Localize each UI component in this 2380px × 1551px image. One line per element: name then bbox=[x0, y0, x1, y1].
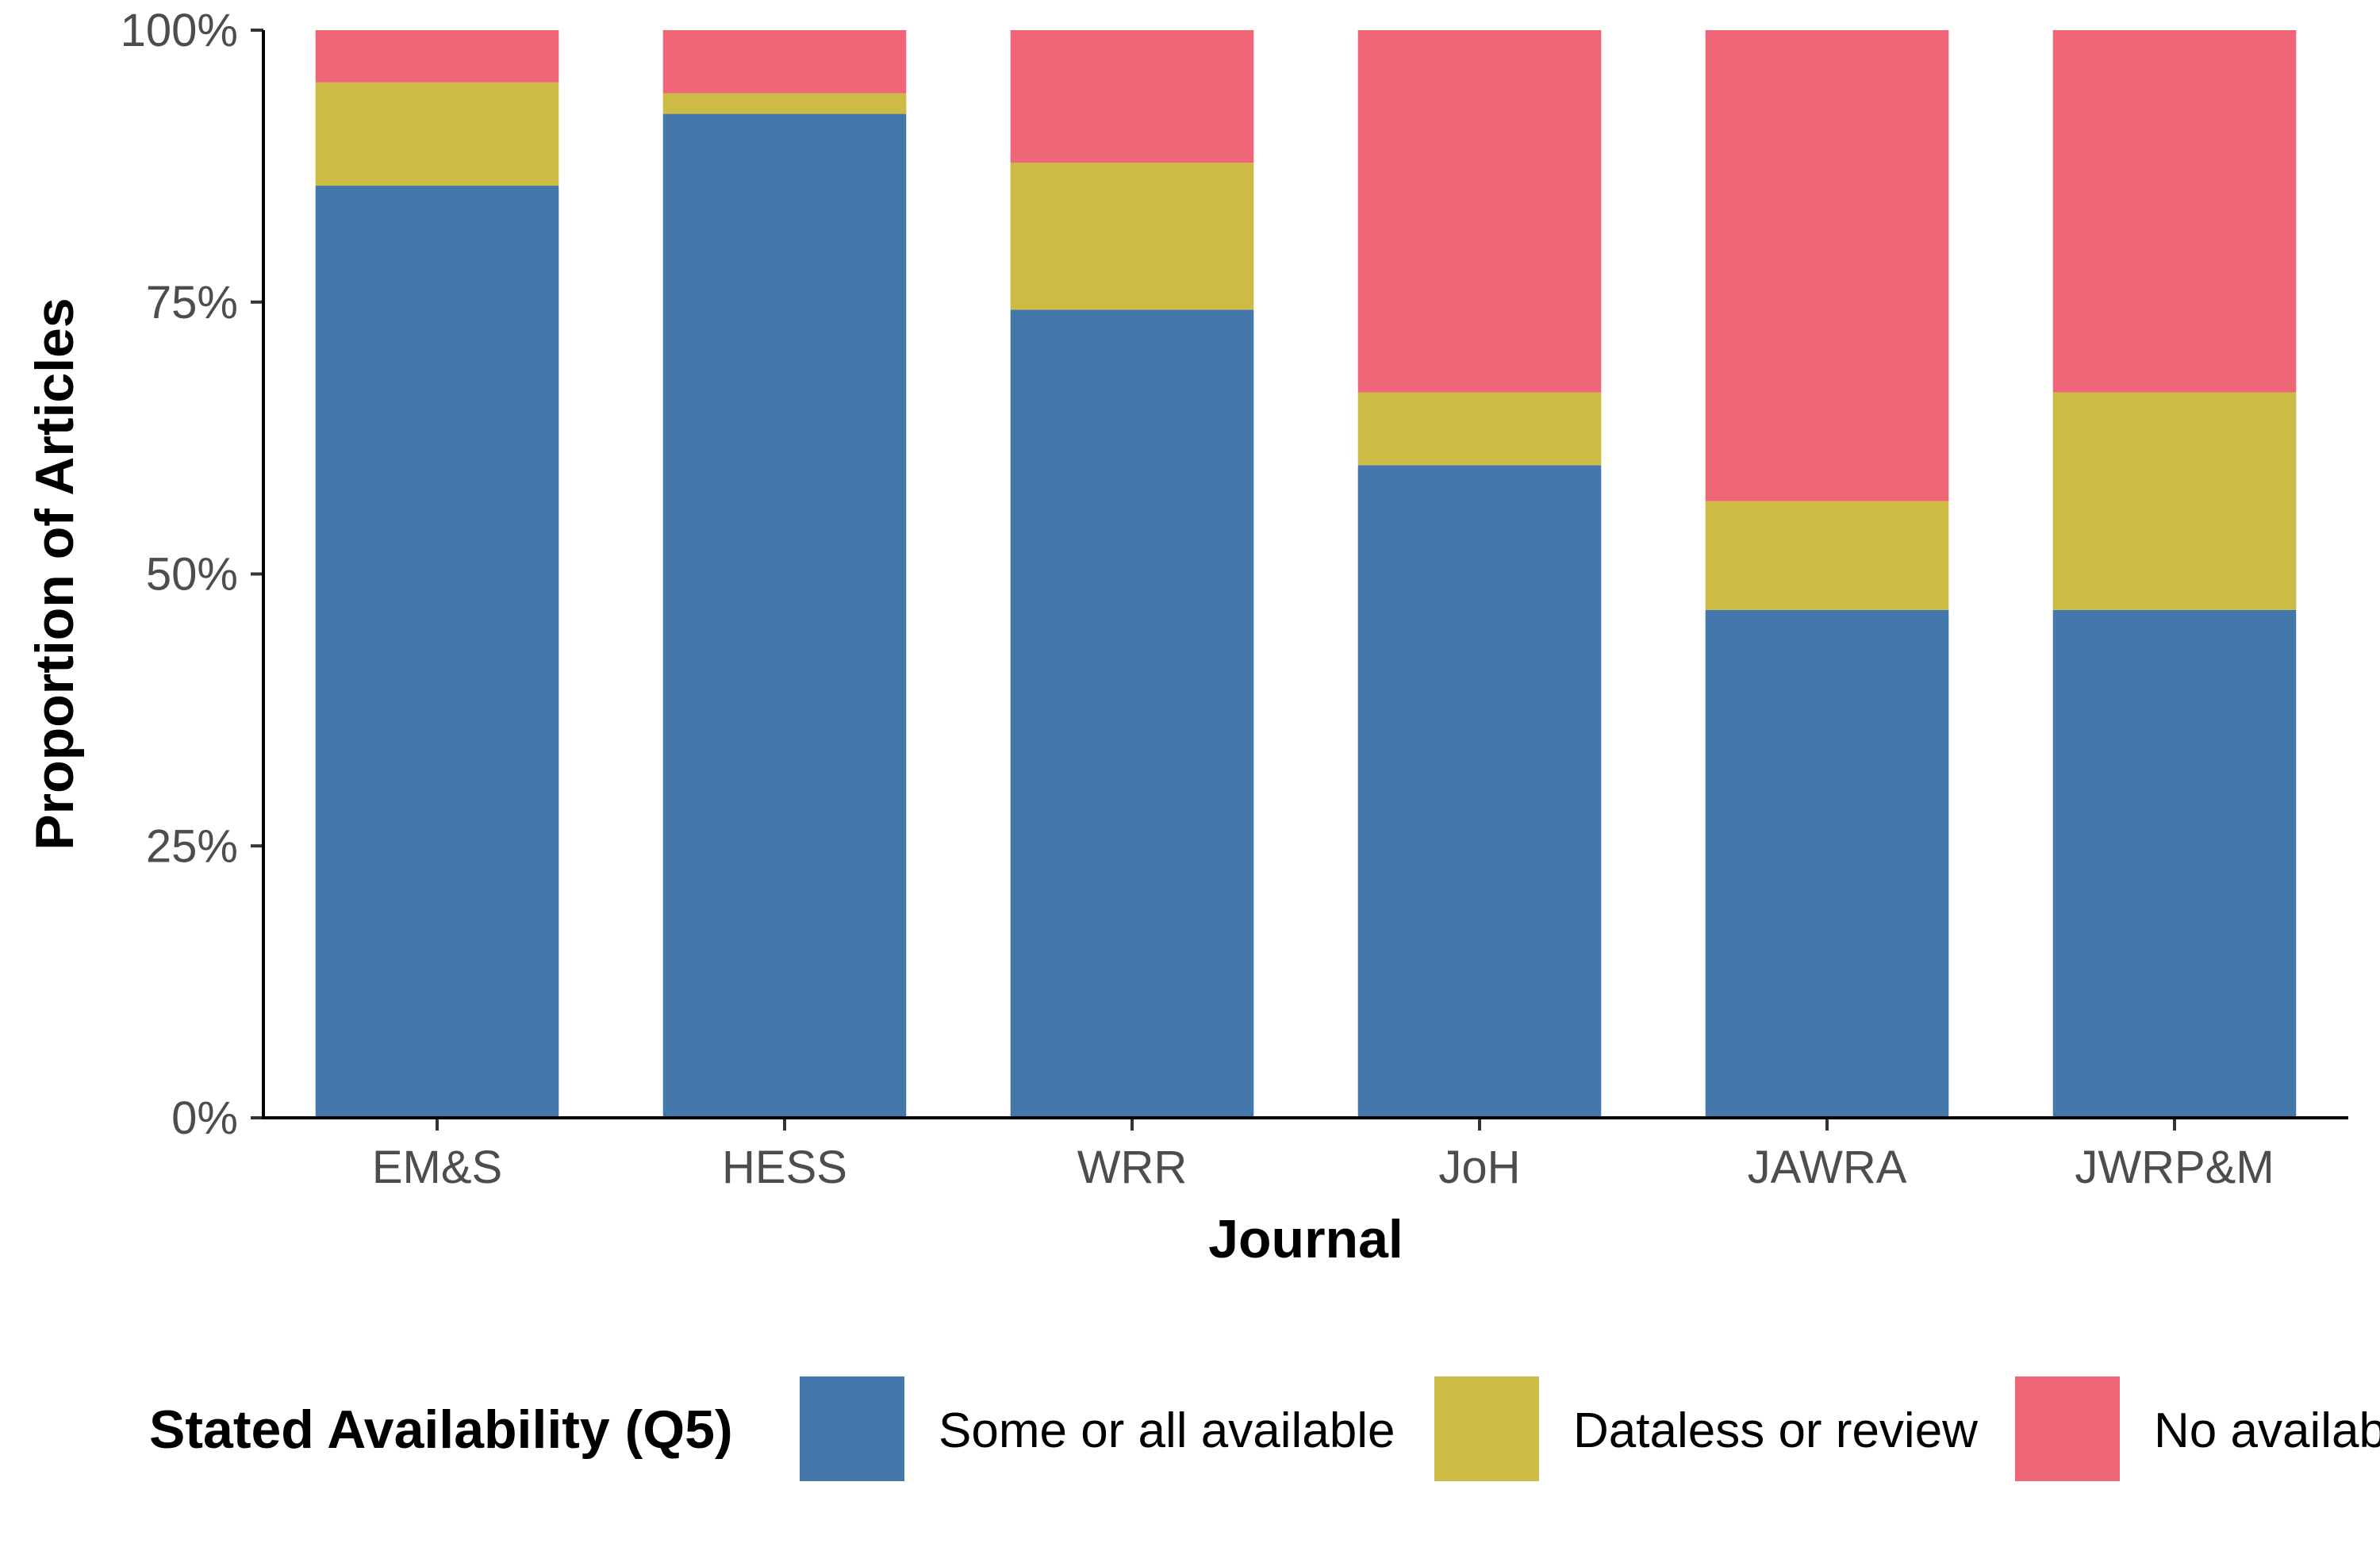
bar-em-s-dataless-or-review bbox=[315, 82, 559, 186]
y-tick-label: 100% bbox=[121, 5, 238, 56]
bar-jawra-some-or-all-available bbox=[1705, 609, 1949, 1118]
bar-em-s-no-availability bbox=[315, 30, 559, 83]
legend-key-no-availability bbox=[2015, 1376, 2120, 1481]
y-tick-label: 75% bbox=[146, 277, 238, 328]
bar-hess-no-availability bbox=[662, 30, 907, 94]
bar-wrr-some-or-all-available bbox=[1010, 309, 1254, 1119]
bar-jwrp-m-no-availability bbox=[2052, 30, 2297, 393]
legend-label-dataless-or-review: Dataless or review bbox=[1573, 1403, 1978, 1458]
x-tick-label: JAWRA bbox=[1748, 1142, 1907, 1193]
bar-jawra-no-availability bbox=[1705, 30, 1949, 501]
bars-group bbox=[315, 30, 2297, 1119]
bar-jawra-dataless-or-review bbox=[1705, 501, 1949, 610]
x-tick-label: JWRP&M bbox=[2075, 1142, 2274, 1193]
legend-key-some-or-all-available bbox=[800, 1376, 904, 1481]
x-tick-label: JoH bbox=[1438, 1142, 1520, 1193]
bar-em-s-some-or-all-available bbox=[315, 186, 559, 1118]
legend-title: Stated Availability (Q5) bbox=[149, 1399, 733, 1460]
bar-joh-no-availability bbox=[1357, 30, 1602, 393]
y-tick-label: 0% bbox=[171, 1092, 238, 1144]
bar-joh-dataless-or-review bbox=[1357, 392, 1602, 466]
bar-jwrp-m-some-or-all-available bbox=[2052, 609, 2297, 1118]
y-tick-label: 25% bbox=[146, 820, 238, 872]
legend-label-no-availability: No availab bbox=[2154, 1403, 2380, 1458]
bar-joh-some-or-all-available bbox=[1357, 465, 1602, 1118]
bar-hess-dataless-or-review bbox=[662, 93, 907, 114]
x-tick-label: WRR bbox=[1077, 1142, 1188, 1193]
bar-jwrp-m-dataless-or-review bbox=[2052, 392, 2297, 610]
legend: Stated Availability (Q5) Some or all ava… bbox=[149, 1376, 2380, 1481]
x-axis-title: Journal bbox=[1208, 1209, 1403, 1269]
axes-group: EM&S HESS WRR JoH JAWRA JWRP&M 0% 25% 50% 75% 100% bbox=[121, 5, 2348, 1193]
bar-wrr-no-availability bbox=[1010, 30, 1254, 163]
y-tick-label: 50% bbox=[146, 549, 238, 601]
x-tick-label: HESS bbox=[722, 1142, 847, 1193]
bar-hess-some-or-all-available bbox=[662, 113, 907, 1118]
legend-key-dataless-or-review bbox=[1434, 1376, 1539, 1481]
bar-wrr-dataless-or-review bbox=[1010, 163, 1254, 310]
x-tick-label: EM&S bbox=[372, 1142, 502, 1193]
y-axis-title: Proportion of Articles bbox=[25, 298, 85, 850]
legend-label-some-or-all-available: Some or all available bbox=[939, 1403, 1395, 1458]
